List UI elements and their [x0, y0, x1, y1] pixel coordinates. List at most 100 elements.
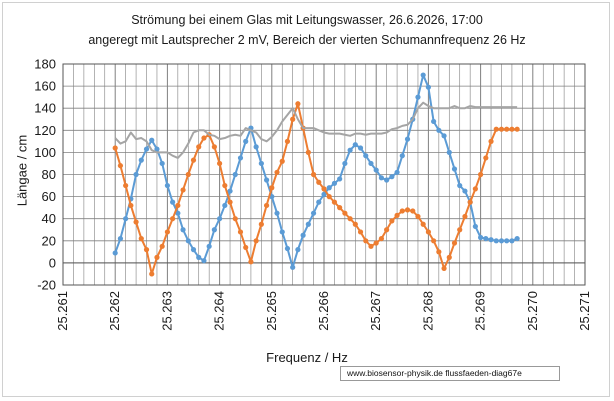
series-orange-point: [310, 171, 317, 178]
series-orange-point: [316, 179, 322, 185]
series-blue-point: [279, 229, 285, 235]
series-orange-point: [363, 238, 369, 244]
series-blue-line: [114, 74, 518, 269]
series-orange-point: [457, 227, 463, 233]
series-orange-point: [347, 216, 353, 222]
series-orange-point: [305, 149, 311, 155]
y-tick-label: -20: [37, 278, 56, 293]
x-tick-label: 25.267: [368, 291, 383, 331]
series-blue-point: [316, 199, 322, 205]
series-blue-point: [154, 146, 160, 152]
series-blue-point: [498, 238, 505, 244]
x-tick-label: 25.270: [525, 291, 540, 331]
series-blue-point: [483, 235, 489, 242]
series-orange-point: [175, 202, 181, 209]
y-tick-label: 100: [34, 145, 56, 160]
series-orange-point: [451, 240, 458, 246]
series-orange-point: [190, 157, 197, 163]
series-blue-point: [217, 216, 223, 222]
x-tick-label: 25.271: [577, 291, 592, 331]
grid-lines: [62, 63, 586, 286]
y-tick-label: 20: [42, 233, 56, 248]
series-orange-point: [342, 210, 348, 216]
series-blue-point: [451, 166, 458, 172]
series-blue-point: [295, 247, 301, 253]
series-blue-point: [462, 188, 468, 194]
series-orange-point: [368, 243, 374, 249]
series-blue-point: [185, 238, 191, 244]
series-orange-point: [509, 126, 515, 132]
x-tick-label: 25.262: [107, 291, 122, 331]
series-orange-point: [326, 194, 332, 200]
series-blue-point: [457, 182, 463, 189]
series-orange-point: [180, 187, 186, 193]
y-tick-label: 60: [42, 189, 56, 204]
series-orange-point: [154, 254, 160, 260]
series-orange-point: [284, 138, 291, 144]
series-orange-point: [279, 158, 285, 164]
series-orange-point: [404, 207, 411, 213]
series-blue-point: [227, 188, 233, 194]
series-blue-point: [436, 127, 442, 133]
tick-labels: -20 0 20 40 60 80 100 120 140 160 180 25.261 25.262 2…: [34, 57, 592, 331]
series-orange-point: [493, 126, 499, 132]
series-orange-point: [263, 202, 270, 209]
series-blue-point: [170, 199, 176, 205]
series-blue-point: [138, 157, 144, 163]
series-orange-point: [112, 145, 118, 151]
series-orange-point: [389, 218, 395, 224]
series-blue-point: [123, 216, 129, 222]
series-blue-point: [243, 138, 249, 144]
series-orange-point: [248, 259, 254, 265]
series-blue-point: [399, 153, 405, 159]
series-orange-point: [211, 144, 217, 150]
series-blue-point: [415, 94, 421, 100]
series-orange-point: [431, 238, 437, 244]
series-blue-point: [420, 72, 426, 78]
series-orange-point: [478, 171, 484, 178]
series-blue-point: [300, 232, 306, 238]
series-gray-line: [114, 101, 518, 159]
series-orange-point: [222, 182, 228, 189]
series-orange-point: [295, 101, 301, 107]
series-orange-point: [472, 186, 478, 192]
chart-title-line1: Strömung bei einem Glas mit Leitungswass…: [131, 13, 483, 27]
series-orange-point: [227, 199, 233, 205]
series-blue-point: [331, 180, 338, 186]
series-layer: [112, 72, 520, 277]
series-blue-point: [509, 238, 515, 244]
series-orange-point: [196, 144, 202, 150]
series-orange-point: [384, 227, 390, 233]
y-tick-label: 40: [42, 211, 56, 226]
series-blue-point: [149, 137, 155, 143]
series-blue-point: [232, 171, 238, 178]
series-blue-point: [446, 149, 452, 155]
series-orange-point: [143, 247, 150, 253]
series-blue-point: [159, 160, 165, 167]
series-blue-point: [237, 155, 244, 161]
series-orange-point: [123, 182, 129, 189]
series-blue-point: [175, 210, 181, 216]
series-blue-point: [431, 118, 437, 125]
series-orange-point: [258, 221, 264, 227]
series-blue-point: [258, 160, 264, 167]
series-orange-point: [337, 205, 343, 211]
series-orange-point: [290, 116, 296, 122]
series-orange-point: [253, 238, 259, 244]
series-blue-point: [472, 223, 478, 230]
series-blue-point: [143, 146, 150, 152]
series-blue-point: [514, 235, 520, 242]
series-blue-point: [373, 167, 379, 173]
series-blue-point: [253, 144, 259, 150]
series-orange-point: [274, 169, 280, 175]
series-blue-point: [389, 174, 395, 180]
series-orange-point: [232, 216, 238, 222]
series-blue-point: [363, 153, 369, 159]
series-blue-point: [493, 238, 499, 244]
series-blue-point: [357, 145, 364, 151]
series-orange-point: [498, 126, 505, 132]
series-orange-point: [138, 235, 144, 242]
series-orange-point: [514, 126, 520, 132]
series-blue-point: [201, 258, 207, 264]
series-blue-point: [164, 182, 170, 189]
